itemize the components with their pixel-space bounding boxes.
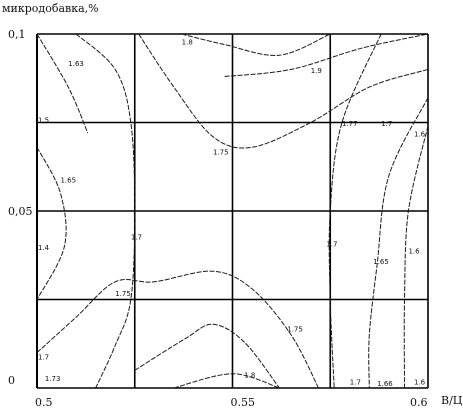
- contour-label: 1.7: [326, 240, 337, 248]
- contour-line-1-75: [138, 33, 429, 149]
- contour-label: 1.65: [60, 177, 76, 185]
- contour-line-1-8: [181, 33, 331, 56]
- contour-label: 1.66: [377, 380, 393, 388]
- contour-label: 1.7: [131, 233, 142, 241]
- contour-line-1-6: [403, 125, 429, 389]
- contour-label: 1.6: [414, 131, 426, 139]
- contour-line-1-9: [224, 33, 429, 77]
- y-tick-label: 0,05: [8, 205, 33, 218]
- y-tick-label: 0,1: [8, 28, 26, 41]
- contour-label: 1.4: [38, 244, 50, 252]
- contour-line-1-8: [173, 373, 280, 389]
- contour-label: 1.9: [311, 67, 322, 75]
- x-axis-title: В/Ц: [441, 394, 463, 407]
- contour-labels: 1.63 1.5 1.65 1.4 1.7 1.73 1.75 1.7 1.75 1.8 1.9 1.…: [38, 39, 426, 388]
- contour-line-1-63: [36, 33, 89, 134]
- x-tick-label: 0.55: [231, 396, 256, 409]
- contour-label: 1.7: [381, 120, 392, 128]
- tick-labels: 0.5 0.55 0.6 0 0,05 0,1: [8, 28, 428, 409]
- y-axis-title: микродобавка,%: [2, 2, 99, 15]
- contour-label: 1.77: [342, 120, 358, 128]
- contour-label: 1.75: [213, 148, 229, 156]
- contour-line-1-65: [368, 97, 429, 389]
- contour-label: 1.75: [287, 325, 303, 333]
- contour-line-1-7: [36, 270, 319, 389]
- contour-label: 1.7: [350, 378, 361, 386]
- contour-label: 1.6: [414, 378, 426, 386]
- contour-label: 1.73: [45, 375, 61, 383]
- contour-label: 1.8: [244, 371, 255, 379]
- x-tick-label: 0.5: [35, 396, 53, 409]
- contour-label: 1.63: [68, 60, 84, 68]
- x-tick-label: 0.6: [410, 396, 428, 409]
- contour-line-1-75: [134, 323, 280, 389]
- grid-lines: [36, 33, 429, 389]
- contour-label: 1.7: [38, 354, 49, 362]
- contour-line-1-6: [75, 33, 136, 389]
- contour-lines: [36, 33, 429, 389]
- contour-line-1-7: [328, 33, 382, 389]
- contour-label: 1.5: [38, 117, 49, 125]
- contour-label: 1.65: [373, 258, 389, 266]
- contour-label: 1.8: [182, 39, 193, 47]
- contour-line-1-65: [36, 147, 67, 300]
- y-tick-label: 0: [8, 374, 15, 387]
- contour-label: 1.6: [408, 247, 420, 255]
- contour-label: 1.75: [115, 290, 131, 298]
